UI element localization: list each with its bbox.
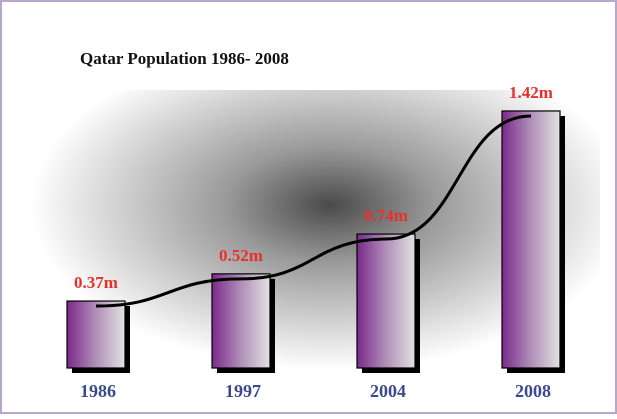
trend-line <box>95 114 532 308</box>
value-label: 0.74m <box>364 206 408 225</box>
value-label: 1.42m <box>509 83 553 102</box>
x-tick-label: 2004 <box>370 381 406 401</box>
x-tick-label: 1986 <box>80 381 116 401</box>
x-tick-label: 2008 <box>515 381 551 401</box>
bar <box>211 273 271 369</box>
chart-title: Qatar Population 1986- 2008 <box>80 49 289 68</box>
x-tick-label: 1997 <box>225 381 261 401</box>
value-label: 0.37m <box>74 273 118 292</box>
bar <box>501 110 561 369</box>
bar <box>66 300 126 369</box>
bar <box>356 233 416 369</box>
value-label: 0.52m <box>219 246 263 265</box>
